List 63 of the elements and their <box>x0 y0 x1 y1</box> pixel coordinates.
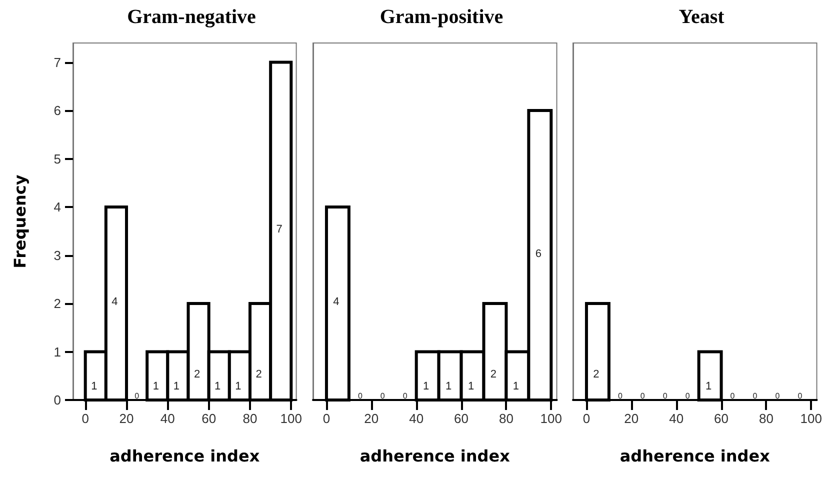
data-label: 0 <box>730 392 736 400</box>
y-tick-label: 6 <box>54 103 61 118</box>
x-tick-label: 100 <box>280 411 302 426</box>
x-tick-label: 20 <box>119 411 134 426</box>
x-axis-title: adherence index <box>110 446 260 466</box>
data-label: 0 <box>662 392 668 400</box>
y-tick-label: 0 <box>54 392 61 408</box>
chart-title: Gram-positive <box>380 6 504 28</box>
x-tick-label: 40 <box>669 411 684 426</box>
x-tick-label: 0 <box>582 411 590 426</box>
x-tick-label: 40 <box>160 411 175 426</box>
data-label: 1 <box>214 380 221 392</box>
x-axis-title: adherence index <box>620 446 771 466</box>
data-label: 1 <box>91 380 98 392</box>
data-label: 2 <box>490 368 497 380</box>
x-tick-label: 80 <box>498 411 514 426</box>
y-tick-label: 4 <box>54 200 61 215</box>
data-label: 1 <box>423 380 430 392</box>
data-label: 1 <box>512 380 520 392</box>
data-label: 0 <box>640 392 646 400</box>
data-label: 0 <box>618 392 623 400</box>
data-label: 1 <box>152 380 159 392</box>
data-label: 0 <box>752 392 758 400</box>
x-tick-label: 60 <box>202 411 216 426</box>
data-label: 0 <box>775 392 780 400</box>
data-label: 1 <box>468 380 474 392</box>
x-tick-label: 20 <box>364 411 379 426</box>
x-tick-label: 20 <box>624 411 639 426</box>
data-label: 6 <box>535 248 542 260</box>
data-label: 1 <box>705 380 712 392</box>
x-tick-label: 0 <box>82 411 89 426</box>
data-label: 1 <box>173 380 180 392</box>
data-label: 0 <box>685 392 690 400</box>
x-tick-label: 60 <box>454 411 469 426</box>
data-label: 2 <box>256 368 262 380</box>
y-tick-label: 5 <box>54 151 61 166</box>
data-label: 2 <box>194 368 200 380</box>
data-label: 0 <box>134 392 140 400</box>
x-tick-label: 0 <box>322 411 330 426</box>
x-tick-label: 40 <box>409 411 424 426</box>
data-label: 0 <box>358 392 363 400</box>
y-tick-label: 3 <box>54 248 61 263</box>
data-label: 4 <box>333 296 340 308</box>
x-tick-label: 60 <box>714 411 729 426</box>
x-tick-label: 100 <box>800 411 822 426</box>
x-tick-label: 80 <box>758 411 774 426</box>
chart-title: Gram-negative <box>127 6 256 28</box>
x-tick-label: 80 <box>242 411 258 426</box>
data-label: 0 <box>380 392 386 400</box>
data-label: 0 <box>798 392 803 400</box>
data-label: 7 <box>276 224 282 236</box>
data-label: 4 <box>112 296 118 308</box>
data-label: 1 <box>235 380 242 392</box>
x-tick-label: 100 <box>540 411 562 426</box>
chart-title: Yeast <box>678 6 725 28</box>
data-label: 2 <box>593 368 600 380</box>
data-label: 0 <box>402 392 408 400</box>
y-axis-title: Frequency <box>10 174 30 268</box>
data-label: 1 <box>445 380 452 392</box>
y-tick-label: 7 <box>54 54 61 70</box>
x-axis-title: adherence index <box>360 446 511 466</box>
y-tick-label: 1 <box>54 344 61 360</box>
y-tick-label: 2 <box>54 296 61 312</box>
